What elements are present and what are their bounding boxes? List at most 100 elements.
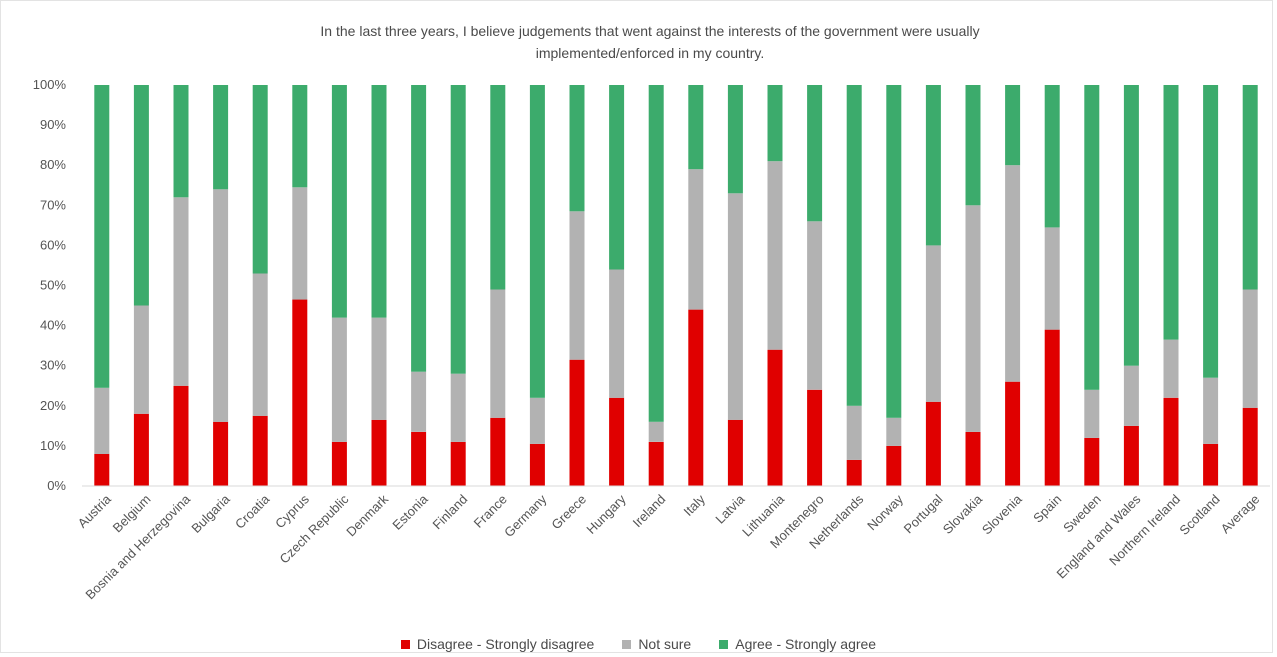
legend-swatch [622, 639, 632, 649]
bar-segment-not-sure [1242, 289, 1258, 408]
bar-segment-agree [1084, 85, 1100, 390]
x-category-label: Finland [430, 492, 471, 533]
bar-segment-not-sure [767, 161, 783, 350]
bar-segment-agree [213, 85, 229, 190]
bars [94, 85, 1258, 487]
bar-segment-not-sure [1084, 389, 1100, 438]
bar-segment-agree [292, 85, 308, 188]
bar-segment-agree [529, 85, 545, 398]
legend-item: Agree - Strongly agree [719, 636, 876, 652]
bar-segment-not-sure [965, 205, 981, 432]
bar-segment-disagree [609, 397, 625, 486]
y-tick-label: 20% [40, 398, 66, 413]
bar-segment-disagree [213, 421, 229, 486]
y-tick-label: 80% [40, 157, 66, 172]
bar-segment-not-sure [450, 373, 466, 442]
bar-segment-not-sure [807, 221, 823, 390]
bar-segment-agree [371, 85, 387, 318]
bar-segment-disagree [965, 431, 981, 486]
bar-segment-disagree [1084, 437, 1100, 486]
x-category-label: Average [1218, 492, 1263, 537]
bar-segment-agree [490, 85, 506, 290]
x-category-label: Norway [864, 491, 906, 533]
bar-segment-not-sure [213, 189, 229, 422]
legend-swatch [400, 639, 410, 649]
bar-segment-not-sure [1163, 339, 1179, 398]
x-category-label: Czech Republic [277, 491, 352, 566]
bar-segment-disagree [133, 413, 149, 486]
bar-segment-not-sure [173, 197, 189, 386]
bar-segment-disagree [1005, 381, 1021, 486]
chart-title: In the last three years, I believe judge… [150, 20, 1150, 64]
y-tick-label: 90% [40, 117, 66, 132]
x-category-label: Denmark [343, 491, 391, 539]
bar-segment-not-sure [1005, 165, 1021, 382]
x-category-label: Italy [680, 491, 708, 519]
legend-label: Not sure [638, 636, 692, 652]
bar-segment-agree [648, 85, 664, 422]
y-axis: 0% 10% 20% 30% 40% 50% 60% 70% 80% 90% 100% [33, 77, 67, 493]
bar-segment-not-sure [609, 269, 625, 398]
x-category-label: Hungary [583, 491, 629, 537]
x-category-label: Bulgaria [188, 491, 233, 536]
y-tick-label: 100% [33, 77, 67, 92]
bar-segment-disagree [846, 459, 862, 486]
stacked-bar-plot: 0% 10% 20% 30% 40% 50% 60% 70% 80% 90% 100% Austri… [33, 77, 1270, 602]
bar-segment-not-sure [925, 245, 941, 402]
x-category-label: Ireland [630, 492, 669, 531]
bar-segment-agree [450, 85, 466, 374]
bar-segment-not-sure [371, 317, 387, 420]
bar-segment-agree [1044, 85, 1060, 228]
legend-label: Disagree - Strongly disagree [416, 636, 595, 652]
bar-segment-not-sure [1044, 227, 1060, 330]
bar-segment-disagree [688, 309, 704, 486]
bar-segment-disagree [767, 349, 783, 486]
bar-segment-not-sure [569, 211, 585, 360]
bar-segment-disagree [1123, 425, 1139, 486]
bar-segment-agree [688, 85, 704, 170]
bar-segment-agree [965, 85, 981, 206]
bar-segment-disagree [925, 401, 941, 486]
y-tick-label: 70% [40, 197, 66, 212]
x-category-label: France [471, 492, 510, 531]
bar-segment-agree [925, 85, 941, 246]
y-tick-label: 60% [40, 237, 66, 252]
bar-segment-disagree [450, 441, 466, 486]
bar-segment-agree [569, 85, 585, 212]
bar-segment-not-sure [331, 317, 347, 442]
bar-segment-not-sure [133, 305, 149, 414]
bar-segment-disagree [529, 443, 545, 486]
bar-segment-disagree [490, 417, 506, 486]
bar-segment-not-sure [252, 273, 268, 416]
bar-segment-not-sure [94, 387, 110, 454]
y-tick-label: 10% [40, 438, 66, 453]
bar-segment-disagree [886, 445, 902, 486]
legend-swatch [719, 639, 729, 649]
x-category-label: Estonia [389, 491, 431, 533]
bar-segment-not-sure [727, 193, 743, 420]
bar-segment-agree [807, 85, 823, 222]
bar-segment-disagree [1242, 407, 1258, 486]
bar-segment-not-sure [529, 397, 545, 444]
bar-segment-agree [173, 85, 189, 198]
bar-segment-not-sure [648, 421, 664, 442]
bar-segment-disagree [411, 431, 427, 486]
bar-segment-not-sure [490, 289, 506, 418]
bar-segment-not-sure [411, 371, 427, 432]
x-category-label: Croatia [232, 491, 273, 532]
x-category-label: Slovakia [940, 491, 986, 537]
bar-segment-disagree [371, 419, 387, 486]
y-tick-label: 0% [47, 478, 66, 493]
bar-segment-disagree [331, 441, 347, 486]
bar-segment-agree [609, 85, 625, 270]
x-category-label: Northern Ireland [1106, 492, 1183, 569]
bar-segment-disagree [1044, 329, 1060, 486]
bar-segment-agree [846, 85, 862, 406]
legend-item: Disagree - Strongly disagree [400, 636, 595, 652]
y-tick-label: 50% [40, 278, 66, 293]
x-category-label: Scotland [1176, 492, 1222, 538]
bar-segment-agree [133, 85, 149, 306]
x-category-label: Latvia [712, 491, 748, 527]
